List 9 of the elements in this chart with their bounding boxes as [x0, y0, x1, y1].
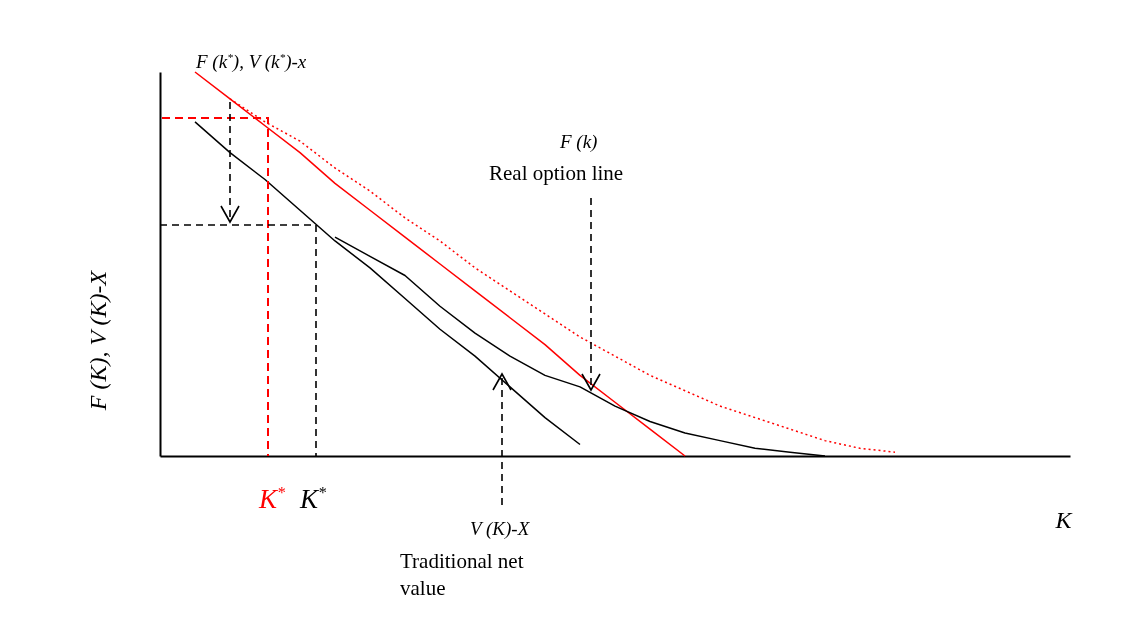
annotation: F (k) — [560, 130, 598, 154]
text: K$^{*}$ — [259, 483, 286, 516]
text: Traditional net value — [400, 548, 525, 603]
x-axis-title: K — [1054, 506, 1074, 533]
y-axis-title: F (K), V (K)-X — [84, 269, 111, 412]
text: K$^{*}$ — [300, 483, 327, 516]
text: V (K)-X — [470, 517, 530, 541]
annotation: Real option line — [489, 160, 624, 187]
annotation: F (k$^{*}$), V (k$^{*}$)-x — [196, 50, 307, 75]
